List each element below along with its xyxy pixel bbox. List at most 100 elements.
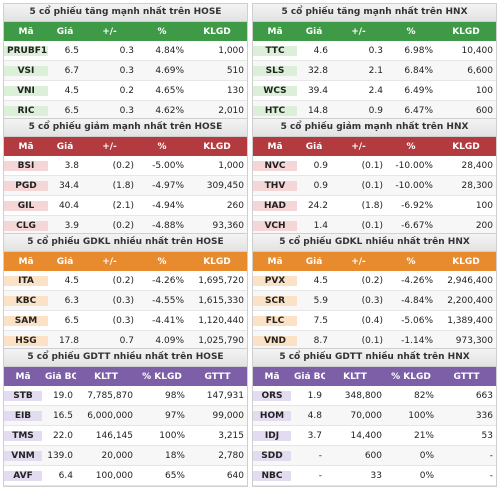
value-cell: 4.09% [155,335,184,346]
ticker-cell[interactable]: TMS [4,430,42,441]
ticker-cell[interactable]: NBC [253,470,291,481]
ticker-cell[interactable]: NVC [253,160,297,171]
ticker-cell[interactable]: KBC [4,295,48,306]
table-row[interactable]: GIL 40.4 (2.1) -4.94% 260 [4,196,247,216]
column-header: Giá [305,141,323,152]
table-row[interactable]: VNM 139.0 20,000 18% 2,780 [4,446,247,466]
value-cell: 3.9 [64,220,79,231]
ticker-cell[interactable]: GIL [4,200,48,211]
table-row[interactable]: SCR 5.9 (0.3) -4.84% 2,200,400 [253,291,496,311]
value-cell: 4.65% [155,85,184,96]
table-row[interactable]: IDJ 3.7 14,400 21% 53 [253,426,496,446]
ticker-cell[interactable]: HAD [253,200,297,211]
column-header: Giá [305,256,323,267]
value-cell: 17.8 [58,335,79,346]
value-cell: - [489,470,493,481]
table-row[interactable]: CLG 3.9 (0.2) -4.88% 93,360 [4,216,247,236]
table-row[interactable]: HSG 17.8 0.7 4.09% 1,025,790 [4,331,247,351]
column-header: Mã [267,256,283,267]
ticker-cell[interactable]: CLG [4,220,48,231]
table-row[interactable]: WCS 39.4 2.4 6.49% 100 [253,81,496,101]
table-row[interactable]: STB 19.0 7,785,870 98% 147,931 [4,386,247,406]
ticker-cell[interactable]: SAM [4,315,48,326]
table-body: ORS 1.9 348,800 82% 663 HOM 4.8 70,000 100% 336 ID… [253,386,496,486]
table-row[interactable]: VNI 4.5 0.2 4.65% 130 [4,81,247,101]
ticker-cell[interactable]: ITA [4,275,48,286]
value-cell: 34.4 [58,180,79,191]
value-cell: 510 [226,65,244,76]
table-row[interactable]: PGD 34.4 (1.8) -4.97% 309,450 [4,176,247,196]
ticker-cell[interactable]: VNI [4,85,48,96]
ticker-cell[interactable]: SCR [253,295,297,306]
value-cell: 6,000,000 [87,410,133,421]
ticker-cell[interactable]: STB [4,390,42,401]
value-cell: -4.55% [152,295,184,306]
ticker-cell[interactable]: WCS [253,85,297,96]
ticker-cell[interactable]: SLS [253,65,297,76]
ticker-cell[interactable]: IDJ [253,430,291,441]
table-row[interactable]: TTC 4.6 0.3 6.98% 10,400 [253,41,496,61]
ticker-cell[interactable]: EIB [4,410,42,421]
column-header: KLGD [452,256,480,267]
value-cell: -6.67% [401,220,433,231]
ticker-cell[interactable]: VNM [4,450,42,461]
table-row[interactable]: BSI 3.8 (0.2) -5.00% 1,000 [4,156,247,176]
ticker-cell[interactable]: PRUBF1 [4,45,48,56]
column-header: +/- [351,26,366,37]
table-row[interactable]: SLS 32.8 2.1 6.84% 6,600 [253,61,496,81]
table-row[interactable]: VSI 6.7 0.3 4.69% 510 [4,61,247,81]
ticker-cell[interactable]: PVX [253,275,297,286]
ticker-cell[interactable]: TTC [253,45,297,56]
table-row[interactable]: ITA 4.5 (0.2) -4.26% 1,695,720 [4,271,247,291]
value-cell: 82% [413,390,434,401]
ticker-cell[interactable]: ORS [253,390,291,401]
table-row[interactable]: AVF 6.4 100,000 65% 640 [4,466,247,486]
column-header: +/- [102,141,117,152]
ticker-cell[interactable]: FLC [253,315,297,326]
table-row[interactable]: HAD 24.2 (1.8) -6.92% 100 [253,196,496,216]
ticker-cell[interactable]: VSI [4,65,48,76]
table-row[interactable]: THV 0.9 (0.1) -10.00% 28,300 [253,176,496,196]
column-header: Mã [18,141,34,152]
table-row[interactable]: VND 8.7 (0.1) -1.14% 973,300 [253,331,496,351]
value-cell: 28,300 [461,180,494,191]
table-row[interactable]: NBC - 33 0% - [253,466,496,486]
value-cell: - [318,470,322,481]
ticker-cell[interactable]: SDD [253,450,291,461]
ticker-cell[interactable]: PGD [4,180,48,191]
column-header: Mã [267,141,283,152]
value-cell: (0.2) [112,160,134,171]
table-row[interactable]: EIB 16.5 6,000,000 97% 99,000 [4,406,247,426]
ticker-cell[interactable]: HSG [4,335,48,346]
ticker-cell[interactable]: VND [253,335,297,346]
ticker-cell[interactable]: THV [253,180,297,191]
table-row[interactable]: KBC 6.3 (0.3) -4.55% 1,615,330 [4,291,247,311]
ticker-cell[interactable]: RIC [4,105,48,116]
value-cell: 0% [419,470,434,481]
table-row[interactable]: PRUBF1 6.5 0.3 4.84% 1,000 [4,41,247,61]
table-row[interactable]: NVC 0.9 (0.1) -10.00% 28,400 [253,156,496,176]
value-cell: -10.00% [395,180,433,191]
value-cell: 200 [475,220,493,231]
table-row[interactable]: PVX 4.5 (0.2) -4.26% 2,946,400 [253,271,496,291]
ticker-cell[interactable]: BSI [4,160,48,171]
value-cell: 2.1 [368,65,383,76]
table-row[interactable]: FLC 7.5 (0.4) -5.06% 1,389,400 [253,311,496,331]
column-header: % [406,256,416,267]
table-row[interactable]: SAM 6.5 (0.3) -4.41% 1,120,440 [4,311,247,331]
table-row[interactable]: TMS 22.0 146,145 100% 3,215 [4,426,247,446]
ticker-cell[interactable]: HOM [253,410,291,421]
ticker-cell[interactable]: HTC [253,105,297,116]
value-cell: 309,450 [206,180,244,191]
value-cell: 973,300 [455,335,493,346]
table-header-row: Mã Giá +/-% KLGD [4,22,247,41]
ticker-cell[interactable]: AVF [4,470,42,481]
value-cell: 4.6 [313,45,328,56]
value-cell: 4.84% [155,45,184,56]
value-cell: 100 [475,85,493,96]
table-row[interactable]: SDD - 600 0% - [253,446,496,466]
table-row[interactable]: ORS 1.9 348,800 82% 663 [253,386,496,406]
table-row[interactable]: HOM 4.8 70,000 100% 336 [253,406,496,426]
value-cell: 14.8 [307,105,328,116]
ticker-cell[interactable]: VCH [253,220,297,231]
